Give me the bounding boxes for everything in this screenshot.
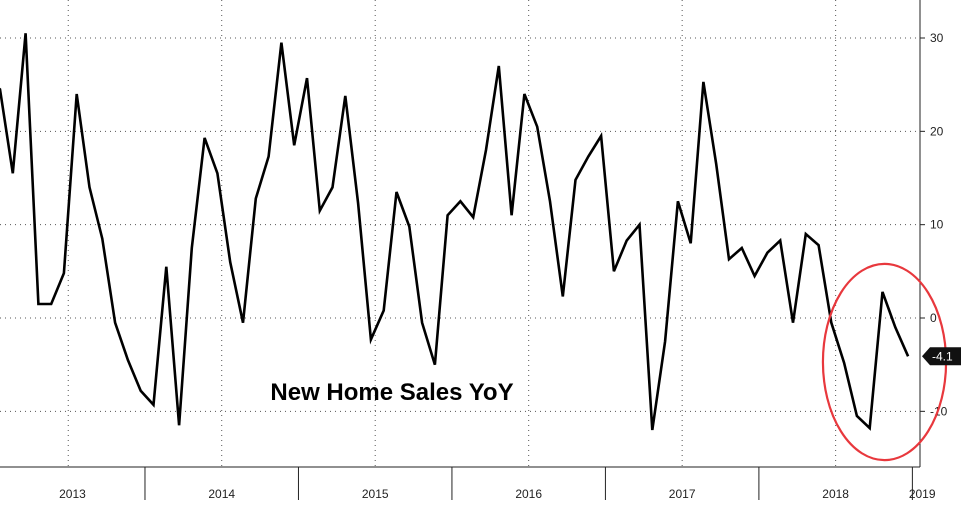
x-year-label: 2018	[822, 487, 849, 501]
grid-lines	[0, 0, 920, 467]
axes	[0, 0, 921, 468]
series-line	[0, 33, 910, 431]
y-tick-label: 0	[930, 311, 937, 325]
chart-title: New Home Sales YoY	[270, 379, 513, 406]
x-year-label: 2014	[208, 487, 235, 501]
y-tick-label: 30	[930, 31, 944, 45]
x-year-label: 2015	[362, 487, 389, 501]
x-year-label: 2013	[59, 487, 86, 501]
series-layer	[0, 33, 910, 431]
y-tick-label: 10	[930, 218, 944, 232]
last-value-marker: -4.1	[922, 347, 961, 366]
x-year-label: 2017	[669, 487, 696, 501]
x-year-label: 2019	[909, 487, 936, 501]
x-axis-year-labels: 2013 2014 2015 2016 2017 2018 2019	[59, 467, 936, 501]
last-value-badge	[922, 347, 961, 366]
y-tick-label: 20	[930, 124, 944, 138]
last-value-label: -4.1	[932, 349, 953, 363]
x-year-label: 2016	[515, 487, 542, 501]
